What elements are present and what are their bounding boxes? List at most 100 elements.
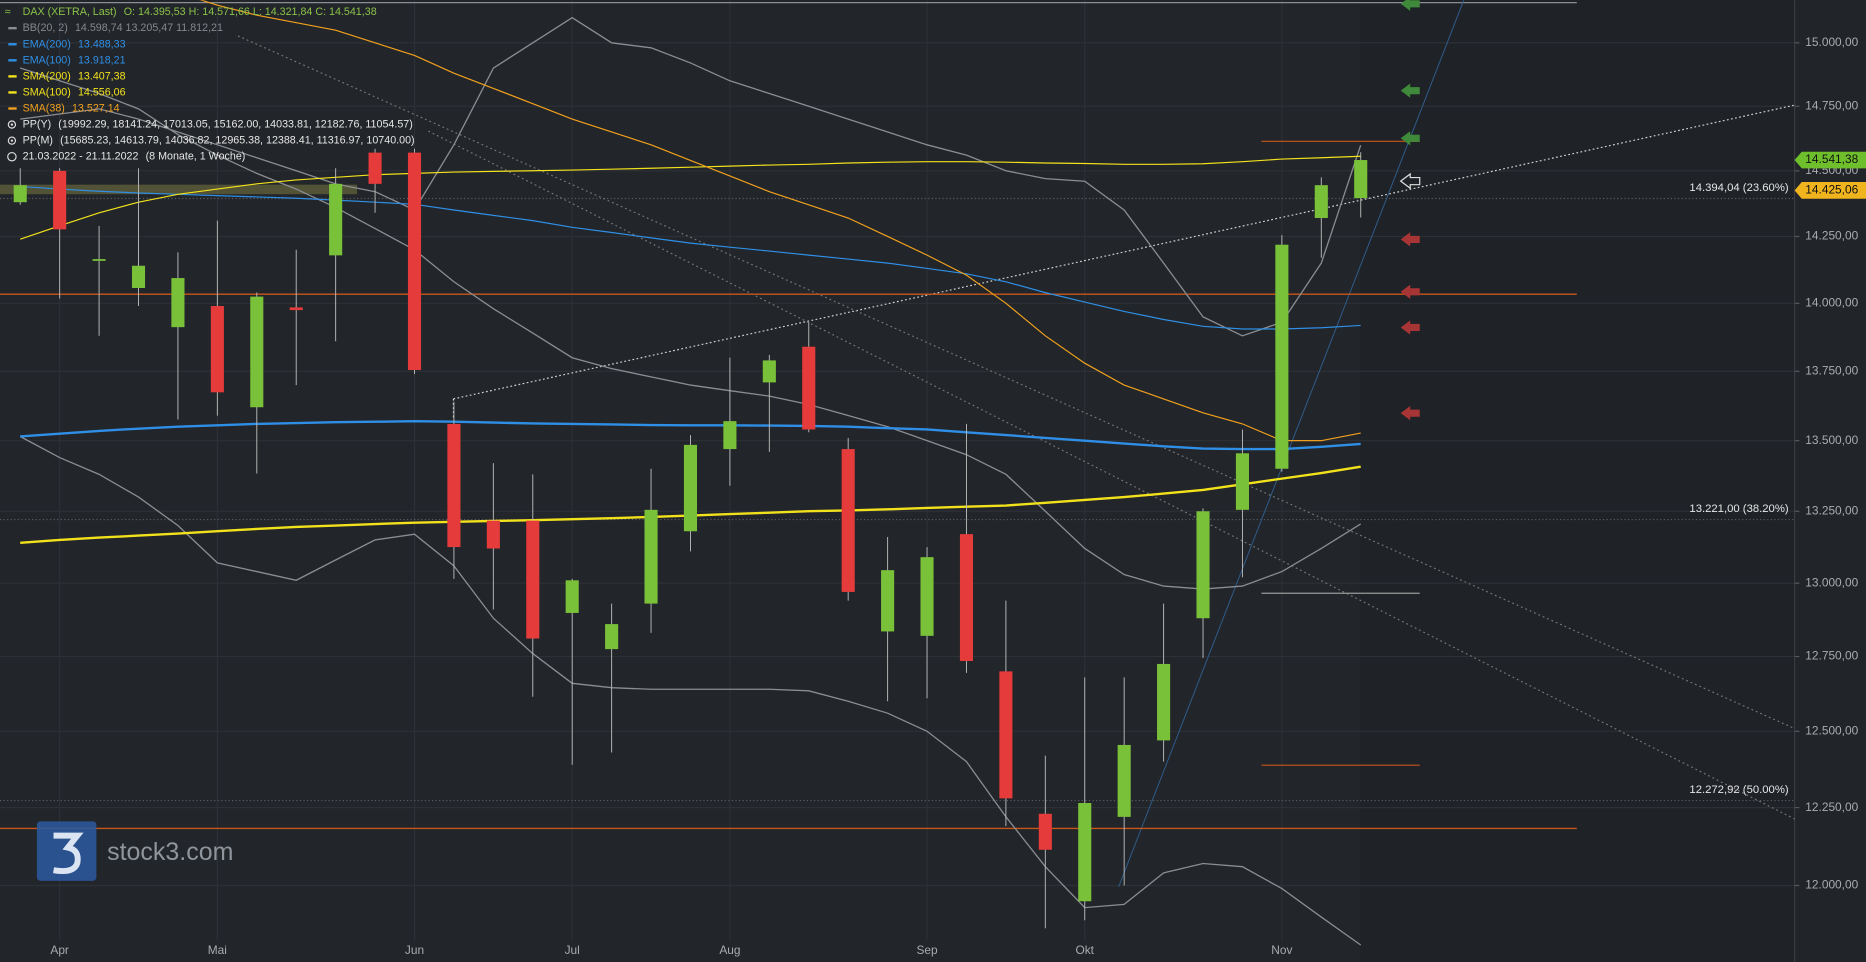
legend-text: SMA(38)	[23, 102, 65, 114]
y-tick-label: 14.750,00	[1805, 98, 1858, 112]
candle-body	[1235, 453, 1249, 510]
legend-text: EMA(200)	[23, 38, 71, 50]
bollinger-middle	[20, 67, 1362, 590]
candle-body	[999, 671, 1013, 799]
arrow	[1400, 83, 1420, 98]
trend-line	[1118, 0, 1465, 887]
legend-row: SMA(200) 13.407,38	[23, 70, 126, 82]
candle-body	[881, 570, 895, 632]
legend-row: EMA(200) 13.488,33	[23, 38, 126, 50]
overlays	[0, 0, 1795, 887]
legend-row: SMA(38) 13.527,14	[23, 102, 120, 114]
arrow	[1400, 320, 1420, 335]
legend-text: PP(Y)	[23, 118, 52, 130]
y-tick-label: 13.500,00	[1805, 433, 1858, 447]
candle-body	[250, 296, 264, 408]
candle-body	[171, 278, 185, 328]
legend-icon	[7, 151, 17, 162]
y-tick-label: 12.250,00	[1805, 800, 1858, 814]
legend-text: O: 14.395,53 H: 14.571,66 L: 14.321,84 C…	[124, 6, 377, 18]
legend-icon: ≈	[5, 6, 11, 18]
indicator-line	[20, 155, 1361, 240]
y-tick-label: 13.750,00	[1805, 364, 1858, 378]
candle-body	[644, 509, 658, 604]
x-tick-label: Jun	[405, 943, 424, 957]
indicator-line	[199, 0, 1361, 442]
legend-text: 13.407,38	[78, 70, 126, 82]
candle-body	[407, 152, 422, 371]
candle-body	[526, 520, 540, 639]
candle-body	[841, 449, 855, 592]
y-tick-label: 12.750,00	[1805, 649, 1858, 663]
fib-label: 12.272,92 (50.00%)	[1689, 784, 1788, 796]
candle-body	[92, 259, 106, 261]
x-tick-label: Jul	[565, 943, 580, 957]
fib-label: 13.221,00 (38.20%)	[1689, 503, 1788, 515]
legend-text: 14.556,06	[78, 86, 126, 98]
x-tick-label: Aug	[719, 943, 740, 957]
candle-body	[605, 624, 619, 650]
candle-body	[762, 360, 776, 383]
candle-body	[1354, 160, 1368, 199]
candle-body	[13, 185, 27, 203]
legend-icon	[7, 120, 17, 129]
price-badge-label: 14.425,06	[1805, 183, 1858, 197]
price-badge	[1794, 182, 1866, 199]
legend-row: PP(Y) (19992.29, 18141.24, 17013.05, 1516…	[23, 118, 413, 130]
candle-body	[723, 421, 737, 450]
legend-text: SMA(100)	[23, 86, 71, 98]
candle-body	[289, 307, 303, 311]
candle-body	[1196, 511, 1210, 619]
candle-body	[329, 183, 343, 256]
legend-text: (19992.29, 18141.24, 17013.05, 15162.00,…	[58, 118, 413, 130]
legend-icon	[7, 136, 17, 145]
candle-body	[1078, 802, 1092, 902]
history-area	[0, 0, 1360, 962]
candle-body	[683, 444, 698, 532]
legend-text: 13.918,21	[78, 54, 126, 66]
trend-line	[237, 35, 1795, 730]
candle-body	[210, 306, 224, 393]
candle-body	[1038, 813, 1052, 850]
legend-text: DAX (XETRA, Last)	[23, 6, 117, 18]
x-tick-label: Okt	[1075, 943, 1094, 957]
candle-body	[368, 152, 382, 184]
candle-body	[920, 557, 934, 636]
arrow	[1400, 131, 1420, 146]
legend-icon	[10, 139, 14, 142]
legend-row: DAX (XETRA, Last) O: 14.395,53 H: 14.571,…	[23, 6, 377, 18]
candle-body	[1314, 185, 1328, 218]
volume-peak	[0, 184, 358, 195]
marks	[0, 0, 1577, 946]
legend-row: BB(20, 2) 14.598,74 13.205,47 11.812,21	[23, 22, 223, 34]
legend-text: EMA(100)	[23, 54, 71, 66]
logo-glyph	[53, 832, 84, 875]
candle-body	[959, 534, 974, 661]
legend-text: 13.488,33	[78, 38, 126, 50]
y-tick-label: 12.000,00	[1805, 878, 1858, 892]
legend-text: 21.03.2022 - 21.11.2022	[23, 151, 139, 163]
legend-text: (8 Monate, 1 Woche)	[146, 151, 246, 163]
logo-text: stock3.com	[107, 838, 233, 866]
y-tick-label: 13.000,00	[1805, 575, 1858, 589]
logo: stock3.com	[36, 821, 233, 881]
fib-label: 14.394,04 (23.60%)	[1689, 182, 1788, 194]
y-tick-label: 15.000,00	[1805, 35, 1858, 49]
candle-body	[53, 170, 67, 230]
legend-icon	[10, 123, 14, 126]
price-axis	[1794, 0, 1866, 962]
x-tick-label: Mai	[208, 943, 227, 957]
candle-body	[802, 346, 816, 430]
legend-text: (15685.23, 14613.79, 14036.82, 12965.38,…	[60, 134, 415, 146]
legend-row: EMA(100) 13.918,21	[23, 54, 126, 66]
candle-body	[1275, 244, 1289, 469]
y-tick-label: 12.500,00	[1805, 723, 1858, 737]
candle-body	[565, 580, 579, 613]
y-tick-label: 14.250,00	[1805, 229, 1858, 243]
candle-body	[447, 423, 461, 548]
legend-row: PP(M) (15685.23, 14613.79, 14036.82, 1296…	[23, 134, 415, 146]
bollinger-lower	[19, 435, 1362, 946]
arrow	[1399, 172, 1421, 190]
